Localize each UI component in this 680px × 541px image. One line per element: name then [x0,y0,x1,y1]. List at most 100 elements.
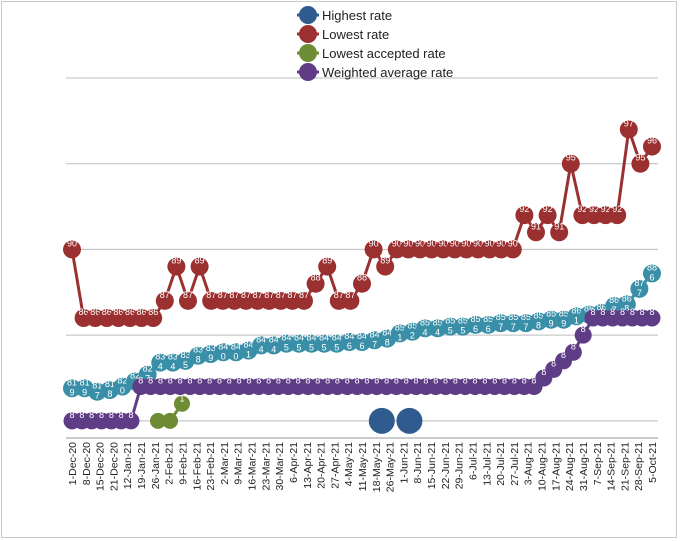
teal-data-label: 85 9 [559,309,569,329]
weighted-data-label: 8 [581,324,586,334]
x-tick-label: 31-Aug-21 [578,442,590,491]
x-tick-label: 6-Apr-21 [288,442,300,483]
weighted-data-label: 8 [364,376,369,386]
x-tick-label: 16-Mar-21 [247,442,259,491]
weighted-data-label: 8 [335,376,340,386]
x-tick-label: 1-Dec-20 [67,442,79,485]
lowest-data-label: 87 [276,290,286,300]
x-tick-label: 16-Feb-21 [191,442,203,491]
weighted-data-label: 8 [522,376,527,386]
x-tick-label: 8-Jun-21 [412,442,424,484]
weighted-data-label: 8 [69,410,74,420]
weighted-data-label: 8 [305,376,310,386]
x-tick-label: 26-May-21 [385,442,397,492]
teal-data-label: 82 0 [117,376,127,396]
lowest-data-label: 87 [183,290,193,300]
lowest_accepted-data-label: 1 [179,394,184,404]
weighted-data-label: 8 [502,376,507,386]
lowest-point [631,154,650,173]
lowest-data-label: 87 [241,290,251,300]
teal-data-label: 84 8 [382,328,392,348]
x-tick-label: 11-May-21 [357,442,369,492]
teal-data-label: 81 7 [92,381,102,401]
teal-data-label: 84 5 [307,333,317,353]
teal-data-label: 81 8 [105,379,115,399]
lowest-point [608,206,627,225]
lowest-point [550,223,569,242]
teal-data-label: 83 8 [193,345,203,365]
weighted-data-label: 8 [443,376,448,386]
x-tick-label: 29-Jun-21 [454,442,466,489]
legend-label: Lowest rate [322,27,389,42]
teal-data-label: 84 5 [281,333,291,353]
weighted-data-label: 8 [119,410,124,420]
lowest-data-label: 92 [577,204,587,214]
lowest-data-label: 87 [345,290,355,300]
x-tick-label: 2-Mar-21 [219,442,231,485]
lowest-data-label: 87 [206,290,216,300]
weighted-data-label: 8 [79,410,84,420]
x-tick-label: 21-Dec-20 [108,442,120,491]
teal-data-label: 85 4 [433,317,443,337]
lowest-point [515,206,534,225]
weighted-data-label: 8 [512,376,517,386]
lowest-data-label: 87 [334,290,344,300]
lowest-data-label: 86 [148,307,158,317]
x-tick-label: 7-Sep-21 [592,442,604,485]
weighted-data-label: 8 [620,307,625,317]
x-tick-label: 9-Feb-21 [177,442,189,485]
lowest-point [341,291,360,310]
weighted-data-label: 8 [178,376,183,386]
weighted-data-label: 8 [128,410,133,420]
x-tick-label: 4-May-21 [343,442,355,487]
teal-data-label: 85 5 [445,316,455,336]
weighted-data-label: 8 [276,376,281,386]
x-tick-label: 15-Jun-21 [426,442,438,489]
lowest-point [63,240,81,259]
teal-point [630,279,649,298]
lowest-data-label: 97 [624,118,634,128]
lowest-data-label: 87 [229,290,239,300]
lowest-data-label: 90 [473,238,483,248]
weighted-data-label: 8 [355,376,360,386]
lowest-point [353,274,371,293]
weighted-data-label: 8 [532,376,537,386]
lowest-data-label: 86 [79,307,89,317]
teal-data-label: 84 0 [231,341,241,361]
weighted-data-label: 8 [541,367,546,377]
weighted-data-label: 8 [404,376,409,386]
lowest-data-label: 90 [67,238,77,248]
x-tick-label: 21-Sep-21 [619,442,631,491]
teal-data-label: 84 0 [218,341,228,361]
lowest-data-label: 91 [554,221,564,231]
x-tick-label: 24-Aug-21 [564,442,576,491]
lowest-data-label: 87 [287,290,297,300]
teal-data-label: 83 4 [155,352,165,372]
lowest-data-label: 86 [137,307,147,317]
teal-data-label: 85 6 [470,314,480,334]
weighted-data-label: 8 [571,341,576,351]
weighted-data-label: 8 [109,410,114,420]
teal-data-label: 84 4 [256,334,266,354]
x-tick-label: 8-Dec-20 [81,442,93,485]
lowest-data-label: 87 [299,290,309,300]
weighted-data-label: 8 [246,376,251,386]
x-tick-label: 10-Aug-21 [537,442,549,491]
weighted-data-label: 8 [138,376,143,386]
teal-data-label: 84 5 [294,333,304,353]
lowest-data-label: 87 [160,290,170,300]
weighted-point [564,343,582,361]
weighted-data-label: 8 [256,376,261,386]
lowest-point [538,206,557,225]
lowest-point [318,257,337,276]
weighted-data-label: 8 [394,376,399,386]
teal-data-label: 84 5 [332,333,342,353]
weighted-data-label: 8 [237,376,242,386]
lowest-data-label: 87 [218,290,228,300]
teal-data-label: 83 4 [168,352,178,372]
x-tick-label: 5-Oct-21 [647,442,659,483]
lowest-point [376,257,395,276]
lowest-data-label: 92 [519,204,529,214]
teal-point [340,333,359,351]
weighted-data-label: 8 [286,376,291,386]
